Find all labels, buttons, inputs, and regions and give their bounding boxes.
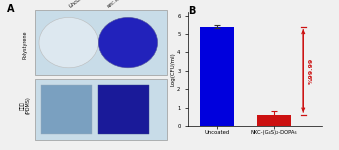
Bar [41,85,92,134]
Circle shape [39,17,98,68]
Bar [257,115,291,126]
Bar [200,27,234,126]
Text: 실리콘
(PDMS): 실리콘 (PDMS) [20,96,31,114]
Text: Polystyrene: Polystyrene [23,30,28,59]
Bar [35,79,167,140]
Text: B: B [188,6,196,16]
Text: A: A [7,4,14,14]
Bar [98,85,149,134]
Text: Uncoated: Uncoated [68,0,91,9]
Bar [35,10,167,75]
Circle shape [98,17,158,68]
Y-axis label: Log(CFU/ml): Log(CFU/ml) [171,52,176,86]
Text: NKC-(G₄S)₂-DOPA₆: NKC-(G₄S)₂-DOPA₆ [107,0,140,9]
Text: %99.99: %99.99 [309,58,314,84]
